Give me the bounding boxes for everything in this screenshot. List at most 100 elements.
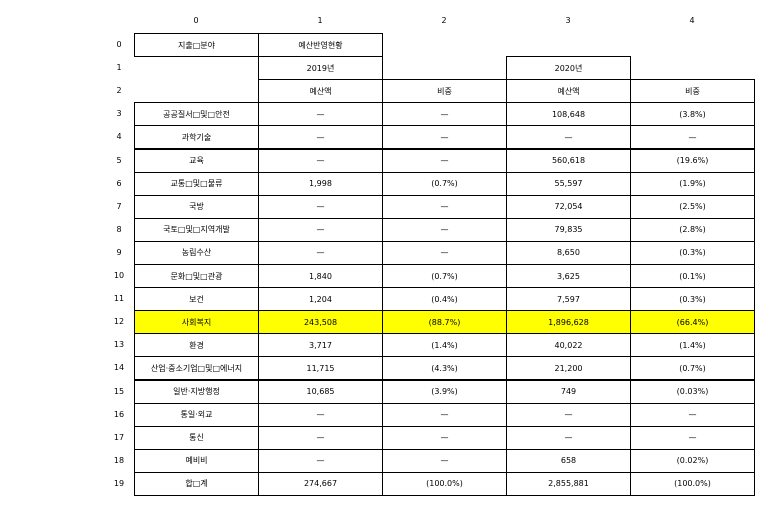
value-cell: — — [382, 240, 507, 265]
value-cell: — — [382, 448, 507, 473]
value-cell: (0.7%) — [382, 264, 507, 289]
category-cell: 산업·중소기업□및□에너지 — [134, 356, 259, 381]
value-cell: — — [382, 194, 507, 219]
value-cell: 40,022 — [506, 333, 631, 358]
value-cell: (0.03%) — [630, 379, 755, 404]
category-cell: 교통□및□물류 — [134, 171, 259, 196]
header-cell: 비중 — [382, 79, 507, 104]
value-cell: (3.8%) — [630, 102, 755, 127]
value-cell: — — [258, 402, 383, 427]
value-cell: — — [382, 148, 507, 173]
category-cell: 문화□및□관광 — [134, 264, 259, 289]
category-cell: 교육 — [134, 148, 259, 173]
row-header: 18 — [113, 455, 125, 465]
column-header: 3 — [565, 16, 571, 25]
row-header: 4 — [116, 132, 122, 142]
category-cell: 국방 — [134, 194, 259, 219]
value-cell: (100.0%) — [630, 471, 755, 496]
row-header: 8 — [116, 224, 122, 234]
value-cell: 10,685 — [258, 379, 383, 404]
value-cell: 8,650 — [506, 240, 631, 265]
value-cell: — — [506, 125, 631, 150]
row-header: 5 — [116, 155, 122, 165]
column-header: 1 — [317, 16, 323, 25]
column-header: 4 — [689, 16, 695, 25]
value-cell: (19.6%) — [630, 148, 755, 173]
header-cell: 2019년 — [258, 56, 383, 81]
value-cell: (66.4%) — [630, 310, 755, 335]
value-cell: (0.3%) — [630, 287, 755, 312]
row-header: 9 — [116, 247, 122, 257]
value-cell: — — [506, 402, 631, 427]
category-cell: 일반·지방행정 — [134, 379, 259, 404]
value-cell: (3.9%) — [382, 379, 507, 404]
value-cell: 243,508 — [258, 310, 383, 335]
value-cell: (0.02%) — [630, 448, 755, 473]
row-header: 3 — [116, 109, 122, 119]
value-cell: (0.3%) — [630, 240, 755, 265]
category-cell: 공공질서□및□안전 — [134, 102, 259, 127]
value-cell: (1.4%) — [630, 333, 755, 358]
row-header: 13 — [113, 340, 125, 350]
value-cell: — — [258, 148, 383, 173]
value-cell: 3,717 — [258, 333, 383, 358]
header-cell: 지출□분야 — [134, 33, 259, 58]
row-header: 17 — [113, 432, 125, 442]
row-header: 11 — [113, 294, 125, 304]
header-cell: 예산액 — [258, 79, 383, 104]
value-cell: 55,597 — [506, 171, 631, 196]
value-cell: (1.9%) — [630, 171, 755, 196]
category-cell: 예비비 — [134, 448, 259, 473]
row-header: 16 — [113, 409, 125, 419]
value-cell: 1,998 — [258, 171, 383, 196]
value-cell: (0.7%) — [630, 356, 755, 381]
value-cell: — — [258, 240, 383, 265]
value-cell: 11,715 — [258, 356, 383, 381]
value-cell: (4.3%) — [382, 356, 507, 381]
value-cell: (0.1%) — [630, 264, 755, 289]
value-cell: 21,200 — [506, 356, 631, 381]
row-header: 19 — [113, 478, 125, 488]
value-cell: 79,835 — [506, 217, 631, 242]
value-cell: — — [258, 217, 383, 242]
value-cell: 658 — [506, 448, 631, 473]
value-cell: (2.8%) — [630, 217, 755, 242]
value-cell: — — [382, 402, 507, 427]
value-cell: 274,667 — [258, 471, 383, 496]
value-cell: — — [506, 425, 631, 450]
category-cell: 통신 — [134, 425, 259, 450]
category-cell: 농림수산 — [134, 240, 259, 265]
value-cell: 108,648 — [506, 102, 631, 127]
row-header: 15 — [113, 386, 125, 396]
value-cell: 72,054 — [506, 194, 631, 219]
row-header: 12 — [113, 317, 125, 327]
value-cell: 3,625 — [506, 264, 631, 289]
value-cell: 749 — [506, 379, 631, 404]
header-cell: 예산반영현황 — [258, 33, 383, 58]
header-cell: 2020년 — [506, 56, 631, 81]
value-cell: — — [382, 217, 507, 242]
value-cell: 560,618 — [506, 148, 631, 173]
value-cell: (0.4%) — [382, 287, 507, 312]
value-cell: (2.5%) — [630, 194, 755, 219]
value-cell: 7,597 — [506, 287, 631, 312]
row-header: 1 — [116, 63, 122, 73]
value-cell: — — [382, 102, 507, 127]
row-header: 6 — [116, 178, 122, 188]
column-header: 0 — [193, 16, 199, 25]
row-header: 14 — [113, 363, 125, 373]
value-cell: — — [630, 125, 755, 150]
value-cell: — — [258, 125, 383, 150]
row-header: 7 — [116, 201, 122, 211]
category-cell: 국토□및□지역개발 — [134, 217, 259, 242]
category-cell: 환경 — [134, 333, 259, 358]
value-cell: — — [630, 402, 755, 427]
value-cell: 1,896,628 — [506, 310, 631, 335]
row-header: 10 — [113, 271, 125, 280]
value-cell: — — [382, 425, 507, 450]
value-cell: — — [382, 125, 507, 150]
header-cell: 예산액 — [506, 79, 631, 104]
value-cell: — — [258, 425, 383, 450]
category-cell: 통일·외교 — [134, 402, 259, 427]
